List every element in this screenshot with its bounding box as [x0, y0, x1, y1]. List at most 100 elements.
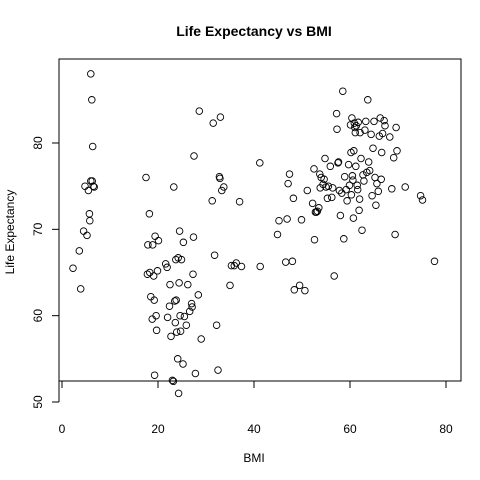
data-point — [151, 232, 159, 240]
data-point — [324, 182, 333, 190]
data-point — [163, 313, 172, 322]
data-point — [418, 196, 427, 204]
y-tick-label: 70 — [31, 222, 45, 236]
x-tick-label: 60 — [343, 422, 357, 436]
data-point — [194, 291, 203, 299]
data-point — [209, 119, 217, 127]
data-point — [367, 130, 375, 139]
data-point — [144, 241, 152, 249]
data-point — [340, 235, 348, 243]
data-point — [284, 179, 292, 188]
data-point — [295, 281, 304, 290]
data-point — [188, 303, 196, 311]
data-point — [191, 369, 200, 378]
data-point — [320, 175, 328, 184]
data-point — [330, 272, 338, 280]
data-point — [344, 160, 353, 169]
data-point — [210, 251, 219, 259]
data-point — [285, 170, 294, 178]
data-point — [173, 355, 182, 363]
data-point — [256, 262, 264, 271]
data-point — [195, 107, 204, 115]
data-point — [361, 126, 369, 134]
data-point — [220, 183, 228, 191]
data-point — [163, 263, 171, 272]
data-point — [430, 257, 439, 266]
data-point — [321, 154, 329, 163]
data-point — [358, 226, 366, 234]
data-point — [310, 235, 319, 244]
data-point — [172, 296, 180, 304]
data-point — [364, 158, 373, 166]
data-point — [148, 315, 156, 323]
x-tick-label: 80 — [439, 422, 453, 436]
x-axis: 0 20 40 60 80 — [59, 380, 453, 436]
data-point — [356, 128, 364, 137]
data-point — [386, 133, 394, 141]
data-point — [190, 152, 198, 160]
data-point — [166, 280, 174, 289]
data-point — [339, 87, 347, 95]
data-point — [340, 172, 349, 181]
data-point — [149, 272, 158, 280]
data-point — [349, 176, 357, 184]
data-point — [88, 96, 96, 104]
data-point — [349, 214, 358, 222]
data-point — [368, 191, 376, 200]
plot-frame — [58, 58, 462, 382]
data-point — [69, 264, 77, 272]
data-point — [328, 184, 337, 192]
data-point — [185, 307, 194, 316]
data-point — [273, 230, 282, 239]
data-point — [212, 321, 221, 329]
data-point — [297, 216, 306, 224]
data-point — [332, 109, 341, 118]
data-point — [370, 117, 378, 126]
data-point — [237, 262, 246, 271]
data-point — [184, 280, 192, 289]
data-point — [369, 144, 377, 152]
data-point — [373, 179, 381, 188]
data-point — [350, 119, 359, 127]
x-tick-label: 40 — [247, 422, 261, 436]
data-point — [371, 173, 379, 182]
data-point — [179, 238, 188, 247]
data-point — [357, 154, 365, 163]
data-point — [377, 148, 386, 157]
data-point — [283, 215, 291, 223]
data-point — [348, 114, 356, 122]
y-tick-label: 50 — [31, 395, 45, 409]
data-point — [235, 197, 244, 206]
data-point — [76, 285, 85, 293]
data-point — [197, 335, 205, 343]
data-point — [83, 231, 91, 240]
data-point — [85, 210, 94, 218]
data-point — [378, 129, 387, 138]
data-point — [377, 175, 385, 184]
data-point — [355, 195, 364, 203]
data-point — [334, 158, 343, 166]
data-point — [174, 389, 183, 398]
data-point — [393, 147, 401, 155]
data-point — [88, 142, 97, 151]
data-point — [275, 216, 283, 225]
data-point — [365, 166, 374, 175]
data-point — [172, 255, 180, 264]
data-point — [343, 197, 351, 205]
data-point — [89, 182, 97, 190]
data-point — [328, 193, 336, 202]
data-point — [232, 259, 240, 267]
data-point — [142, 173, 150, 182]
y-tick-label: 80 — [31, 136, 45, 150]
data-point — [87, 70, 95, 78]
chart-title: Life Expectancy vs BMI — [176, 23, 332, 39]
data-point — [381, 121, 389, 130]
data-point — [75, 247, 84, 255]
data-point — [347, 191, 356, 199]
data-point — [90, 183, 98, 191]
data-points — [69, 70, 439, 398]
data-point — [152, 311, 160, 320]
data-point — [313, 207, 322, 215]
data-point — [169, 377, 178, 386]
